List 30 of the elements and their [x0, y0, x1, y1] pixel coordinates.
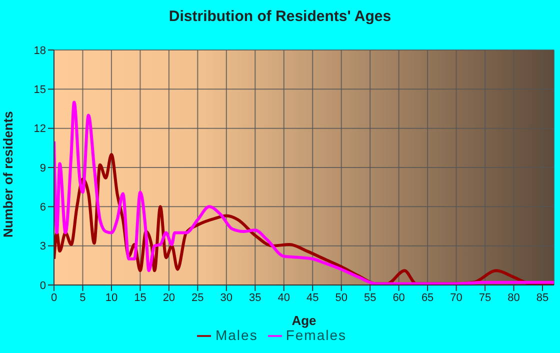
x-tick-label: 0 — [50, 292, 58, 304]
x-tick-label: 70 — [450, 292, 462, 304]
x-tick-label: 65 — [421, 292, 434, 304]
x-tick-label: 80 — [508, 292, 520, 304]
x-tick-label: 20 — [162, 292, 176, 304]
y-tick-label: 0 — [40, 280, 46, 292]
y-tick-label: 9 — [40, 162, 46, 174]
x-tick-label: 5 — [80, 292, 86, 304]
chart-title: Distribution of Residents' Ages — [168, 8, 392, 25]
x-tick-label: 50 — [335, 292, 348, 304]
x-tick-label: 10 — [105, 292, 118, 304]
x-tick-label: 25 — [192, 292, 204, 304]
y-tick-label: 18 — [34, 44, 46, 57]
x-tick-label: 30 — [220, 292, 233, 304]
y-tick-label: 15 — [34, 84, 46, 96]
y-tick-label: 12 — [34, 123, 46, 136]
x-tick-label: 85 — [536, 292, 549, 304]
x-tick-label: 75 — [478, 292, 492, 304]
legend-label: Females — [286, 327, 347, 343]
x-tick-label: 60 — [392, 292, 405, 304]
x-tick-label: 35 — [249, 292, 262, 304]
x-axis-title: Age — [292, 313, 316, 328]
legend-label: Males — [215, 327, 258, 343]
x-tick-label: 15 — [134, 292, 146, 304]
x-tick-label: 45 — [306, 292, 319, 304]
x-tick-label: 55 — [364, 292, 376, 304]
y-axis-title: Number of residents — [0, 111, 16, 238]
y-tick-label: 6 — [40, 202, 46, 214]
y-tick-label: 3 — [40, 240, 46, 253]
x-tick-label: 40 — [278, 292, 290, 304]
